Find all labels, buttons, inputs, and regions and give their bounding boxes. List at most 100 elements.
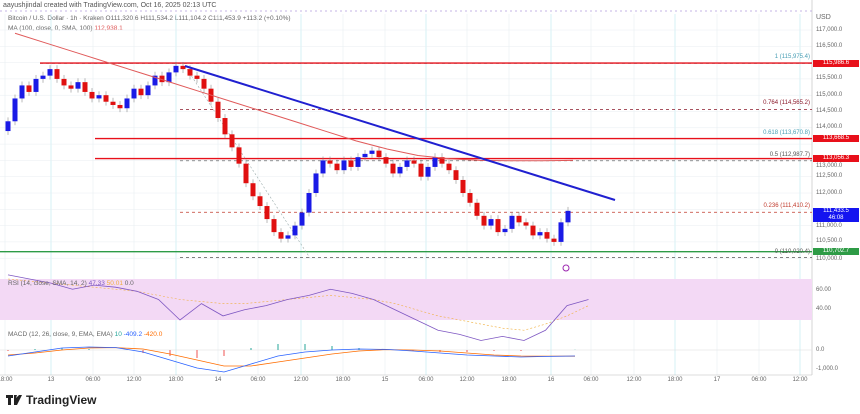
countdown-label: 46:08 [828, 214, 844, 221]
candle-down [264, 206, 270, 220]
rsi-legend[interactable]: RSI (14, close, SMA, 14, 2) 47.33 50.01 … [8, 280, 134, 287]
candle-down [551, 238, 557, 242]
candle-up [131, 88, 137, 99]
time-axis-label: 16 [547, 377, 555, 383]
rsi-band [0, 279, 812, 320]
bearish-trend-line [184, 65, 616, 201]
candle-up [145, 85, 151, 96]
candle-up [313, 173, 319, 193]
price-axis-label: 112,000.0 [816, 189, 843, 196]
candle-down [495, 219, 501, 233]
rsi-value: 47.33 [88, 280, 105, 287]
candle-down [159, 75, 165, 83]
candle-down [271, 219, 277, 233]
candle-up [299, 212, 305, 226]
candle-down [89, 91, 95, 99]
candle-up [404, 160, 410, 167]
rsi-axis-40: 40.00 [816, 306, 832, 312]
currency-label: USD [816, 14, 831, 21]
candle-up [124, 98, 130, 109]
rsi-ma-value: 50.01 [106, 280, 123, 287]
price-axis-label: 114,000.0 [816, 124, 843, 131]
candle-down [467, 193, 473, 203]
candle-up [320, 160, 326, 174]
candle-down [523, 222, 529, 226]
fib-level-label: 0.5 (112,987.7) [769, 151, 810, 158]
candle-down [418, 163, 424, 177]
time-axis-label: 12:00 [792, 377, 808, 383]
time-axis-label: 12:00 [459, 377, 475, 383]
macd-value: -409.2 [123, 331, 143, 338]
candle-up [565, 210, 571, 223]
candle-down [138, 88, 144, 96]
candle-down [474, 202, 480, 216]
time-axis-label: 15 [381, 377, 389, 383]
time-axis-label: 18:00 [667, 377, 683, 383]
candle-down [187, 69, 193, 76]
tradingview-logo[interactable]: TradingView [6, 393, 96, 407]
candle-up [509, 215, 515, 229]
price-tag: 111,433.5 46:08 [813, 207, 859, 222]
candle-down [103, 95, 109, 102]
time-axis-label: 17 [713, 377, 721, 383]
fib-level-label: 0 (110,020.4) [774, 248, 810, 255]
time-axis-label: 12:00 [126, 377, 142, 383]
time-axis-label: 12:00 [293, 377, 309, 383]
candle-up [40, 75, 46, 79]
fib-level-label: 0.236 (111,410.2) [763, 203, 810, 210]
candle-up [306, 193, 312, 213]
macd-axis-0: 0.0 [816, 347, 825, 353]
candle-up [488, 219, 494, 226]
time-axis-label: 14 [214, 377, 222, 383]
alert-marker-icon [562, 264, 570, 272]
price-axis-label: 116,500.0 [816, 42, 843, 49]
rsi-legend-label: RSI (14, close, SMA, 14, 2) [8, 280, 87, 287]
candle-down [250, 183, 256, 197]
price-tag: 115,986.6 [813, 59, 859, 67]
candle-up [96, 95, 102, 99]
time-axis-label: 06:00 [751, 377, 767, 383]
candle-up [558, 222, 564, 242]
chart-credit: aayushjindal created with TradingView.co… [3, 2, 217, 9]
fib-level-label: 0.764 (114,565.2) [763, 100, 810, 107]
candle-up [166, 72, 172, 83]
candle-up [362, 153, 368, 158]
candle-down [278, 232, 284, 239]
candle-down [544, 232, 550, 239]
candle-up [75, 82, 81, 89]
candle-up [47, 69, 53, 76]
candle-up [355, 157, 361, 167]
tradingview-logo-text: TradingView [26, 393, 97, 407]
ma-legend-value: 112,938.1 [94, 25, 123, 32]
candle-up [341, 160, 347, 171]
candle-up [425, 166, 431, 177]
signal-value: -420.0 [143, 331, 163, 338]
candle-down [411, 160, 417, 164]
candle-down [201, 78, 207, 89]
time-axis-label: 18:00 [501, 377, 517, 383]
candle-down [481, 215, 487, 226]
candle-down [453, 170, 459, 180]
price-axis-label: 113,000.0 [816, 163, 843, 170]
macd-axis-neg1000: -1,000.0 [816, 366, 839, 372]
candle-down [229, 134, 235, 148]
rsi-ma-line [7, 278, 589, 331]
tradingview-logo-icon [6, 395, 22, 405]
candle-down [82, 82, 88, 92]
time-axis-label: 06:00 [583, 377, 599, 383]
signal-line [7, 347, 575, 367]
candle-down [390, 163, 396, 174]
candle-up [537, 232, 543, 236]
candle-down [383, 157, 389, 164]
symbol-legend[interactable]: Bitcoin / U.S. Dollar · 1h · Kraken O111… [8, 15, 291, 22]
candle-down [68, 85, 74, 89]
rsi-line [7, 274, 589, 341]
macd-legend[interactable]: MACD (12, 26, close, 9, EMA, EMA) 10 -40… [8, 331, 162, 338]
fib-level-label: 1 (115,975.4) [774, 54, 810, 61]
time-axis-label: 06:00 [418, 377, 434, 383]
time-axis-label: 18:00 [0, 377, 13, 383]
ma-legend[interactable]: MA (100, close, 0, SMA, 100) 112,938.1 [8, 25, 123, 32]
price-axis-label: 114,500.0 [816, 108, 843, 114]
fib-diagonal [184, 65, 311, 259]
